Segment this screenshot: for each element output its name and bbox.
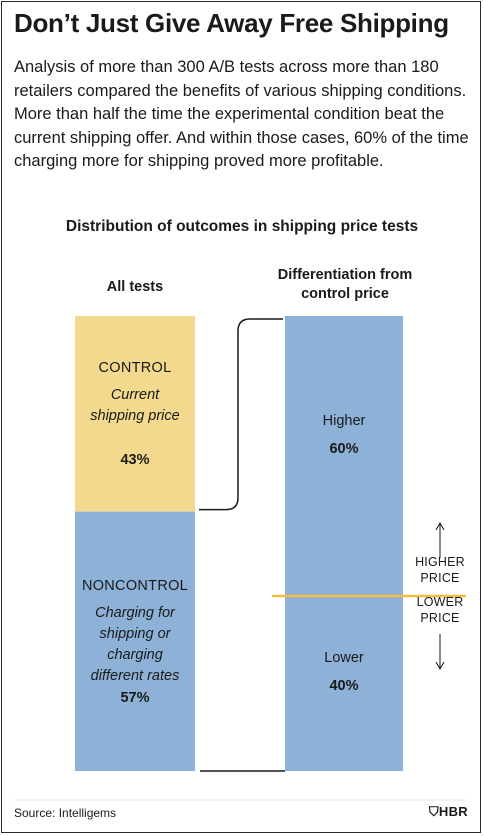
hbr-logo: ⛉HBR (429, 804, 468, 820)
control-percent: 43% (120, 452, 150, 468)
noncontrol-description: Charging for shipping or charging differ… (90, 605, 180, 684)
logo-text: HBR (438, 804, 468, 819)
higher-label: Higher (322, 413, 366, 429)
higher-price-note: HIGHER PRICE (415, 555, 465, 585)
bar-segment-control (75, 316, 195, 512)
up-arrow-icon (435, 521, 445, 531)
down-arrow-icon (435, 661, 445, 671)
column-label-differentiation: Differentiation from control price (277, 267, 413, 302)
bar-differentiation (285, 316, 403, 771)
higher-percent: 60% (329, 441, 359, 457)
intro-paragraph: Analysis of more than 300 A/B tests acro… (14, 58, 469, 170)
bar-segment-noncontrol (75, 511, 195, 771)
source-note: Source: Intelligems (14, 806, 117, 820)
control-description: Current shipping price (90, 387, 180, 424)
column-label-all-tests: All tests (106, 279, 164, 295)
lower-price-note: LOWER PRICE (416, 595, 464, 625)
noncontrol-label: NONCONTROL (81, 578, 189, 594)
control-label: CONTROL (98, 360, 172, 376)
shield-icon: ⛉ (428, 804, 439, 819)
lower-label: Lower (324, 650, 364, 666)
connector-bracket (199, 318, 283, 511)
noncontrol-percent: 57% (120, 690, 150, 706)
lower-percent: 40% (329, 678, 359, 694)
chart-title: Distribution of outcomes in shipping pri… (65, 218, 419, 235)
page-title: Don’t Just Give Away Free Shipping (14, 8, 449, 38)
